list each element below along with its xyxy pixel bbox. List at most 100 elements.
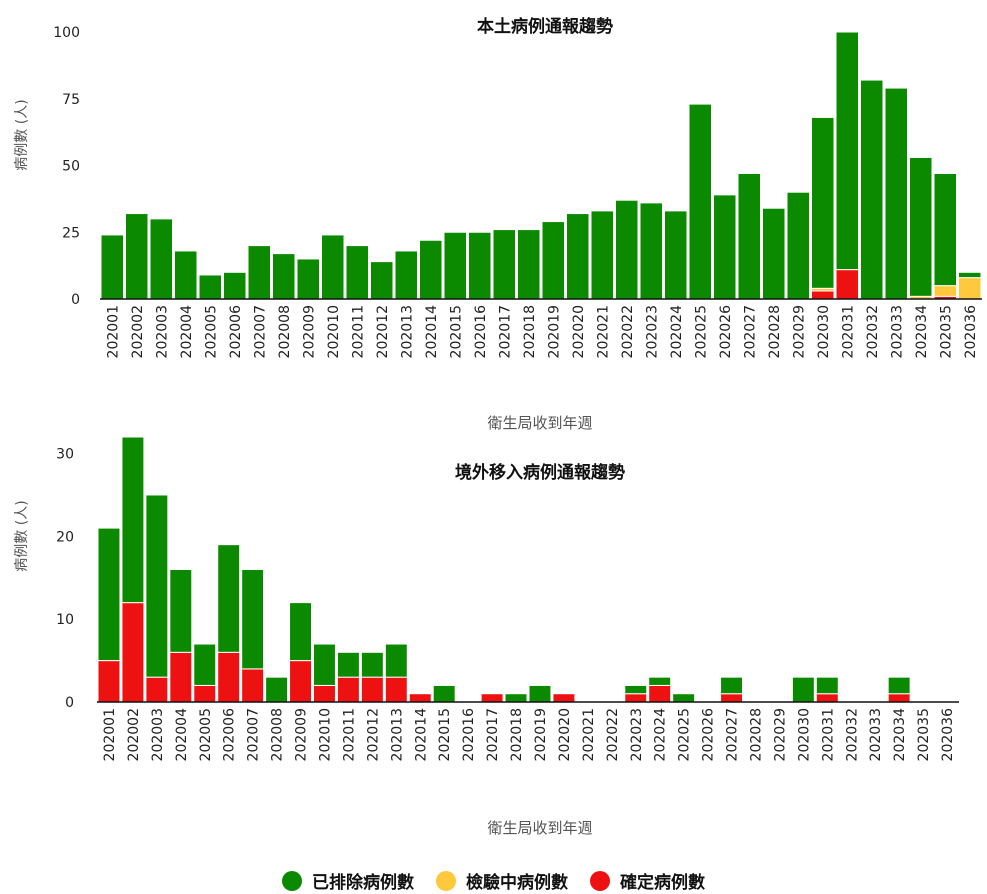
bar-segment[interactable] <box>296 258 320 300</box>
bar-segment[interactable] <box>860 79 884 300</box>
bar-segment[interactable] <box>149 218 173 300</box>
bar-segment[interactable] <box>360 676 384 703</box>
bar-segment[interactable] <box>884 87 908 300</box>
legend-item-confirmed[interactable]: 確定病例數 <box>590 868 705 893</box>
bar-segment[interactable] <box>791 676 815 703</box>
x-tick-label: 202009 <box>294 708 310 761</box>
bar-segment[interactable] <box>566 213 590 300</box>
bar-segment[interactable] <box>289 660 312 703</box>
legend-item-excluded[interactable]: 已排除病例數 <box>282 868 414 893</box>
x-tick-label: 202034 <box>914 305 930 359</box>
bar-segment[interactable] <box>720 676 743 695</box>
x-tick-label: 202010 <box>317 708 333 761</box>
bar-segment[interactable] <box>145 494 169 678</box>
y-tick-label: 30 <box>56 447 74 463</box>
bar-segment[interactable] <box>672 693 696 703</box>
x-tick-label: 202030 <box>796 708 812 761</box>
bar-segment[interactable] <box>241 569 265 670</box>
bar-segment[interactable] <box>639 202 663 300</box>
bar-segment[interactable] <box>720 693 743 703</box>
x-tick-label: 202016 <box>461 708 477 762</box>
bar-segment[interactable] <box>933 285 957 297</box>
bar-segment[interactable] <box>169 569 193 653</box>
bar-segment[interactable] <box>958 271 982 279</box>
bar-segment[interactable] <box>552 693 576 703</box>
bar-segment[interactable] <box>289 602 312 662</box>
bar-segment[interactable] <box>223 271 247 300</box>
bar-segment[interactable] <box>241 668 265 703</box>
bar-segment[interactable] <box>97 527 121 662</box>
bar-segment[interactable] <box>624 684 648 695</box>
bar-segment[interactable] <box>909 156 933 297</box>
bar-segment[interactable] <box>933 173 957 287</box>
bar-segment[interactable] <box>480 693 504 703</box>
bar-segment[interactable] <box>887 676 911 695</box>
bar-segment[interactable] <box>394 250 418 300</box>
bar-segment[interactable] <box>145 676 169 703</box>
bar-segment[interactable] <box>688 103 712 300</box>
bar-segment[interactable] <box>419 239 443 300</box>
bar-segment[interactable] <box>360 651 384 678</box>
y-tick-label: 50 <box>62 159 80 175</box>
x-tick-label: 202015 <box>437 708 453 761</box>
bar-segment[interactable] <box>97 660 121 703</box>
y-tick-label: 20 <box>56 529 74 545</box>
bar-segment[interactable] <box>345 245 369 300</box>
bar-segment[interactable] <box>528 684 552 703</box>
bar-segment[interactable] <box>193 643 217 686</box>
bar-segment[interactable] <box>432 684 456 703</box>
bar-segment[interactable] <box>313 643 336 686</box>
bar-segment[interactable] <box>835 269 859 300</box>
bar-segment[interactable] <box>217 651 241 703</box>
bar-segment[interactable] <box>313 684 336 703</box>
bar-segment[interactable] <box>624 693 648 703</box>
x-tick-label: 202014 <box>424 305 440 359</box>
bar-segment[interactable] <box>590 210 614 300</box>
bar-segment[interactable] <box>247 245 271 300</box>
bar-segment[interactable] <box>815 676 839 695</box>
bar-segment[interactable] <box>504 693 528 703</box>
bar-segment[interactable] <box>492 229 516 300</box>
bar-segment[interactable] <box>835 31 859 271</box>
bar-segment[interactable] <box>384 643 408 678</box>
bar-segment[interactable] <box>217 544 241 653</box>
bar-segment[interactable] <box>517 229 541 300</box>
bar-segment[interactable] <box>786 191 810 300</box>
bar-segment[interactable] <box>121 602 145 703</box>
bar-segment[interactable] <box>737 173 761 300</box>
bar-segment[interactable] <box>815 693 839 703</box>
bar-segment[interactable] <box>615 199 639 300</box>
bar-segment[interactable] <box>762 207 786 300</box>
bar-segment[interactable] <box>443 231 467 300</box>
bar-segment[interactable] <box>265 676 289 703</box>
bar-segment[interactable] <box>169 651 193 703</box>
bar-segment[interactable] <box>193 684 217 703</box>
bar-segment[interactable] <box>384 676 408 703</box>
bar-segment[interactable] <box>713 194 737 300</box>
bar-segment[interactable] <box>648 676 672 686</box>
bar-segment[interactable] <box>664 210 688 300</box>
bar-segment[interactable] <box>100 234 124 300</box>
bar-segment[interactable] <box>336 676 360 703</box>
x-tick-label: 202036 <box>940 708 956 762</box>
bar-segment[interactable] <box>125 213 149 300</box>
bar-segment[interactable] <box>541 221 565 300</box>
x-tick-label: 202017 <box>485 708 501 761</box>
bar-segment[interactable] <box>370 261 394 300</box>
bar-segment[interactable] <box>648 684 672 703</box>
bar-segment[interactable] <box>121 436 145 604</box>
bar-segment[interactable] <box>811 290 835 300</box>
x-tick-label: 202008 <box>277 305 293 358</box>
bar-segment[interactable] <box>174 250 198 300</box>
bar-segment[interactable] <box>958 277 982 300</box>
bar-segment[interactable] <box>336 651 360 678</box>
bar-segment[interactable] <box>811 116 835 289</box>
x-tick-label: 202017 <box>497 305 513 358</box>
bar-segment[interactable] <box>321 234 345 300</box>
bar-segment[interactable] <box>198 274 222 300</box>
bar-segment[interactable] <box>887 693 911 703</box>
bar-segment[interactable] <box>408 693 432 703</box>
legend-item-testing[interactable]: 檢驗中病例數 <box>436 868 568 893</box>
bar-segment[interactable] <box>468 231 492 300</box>
bar-segment[interactable] <box>272 253 296 300</box>
